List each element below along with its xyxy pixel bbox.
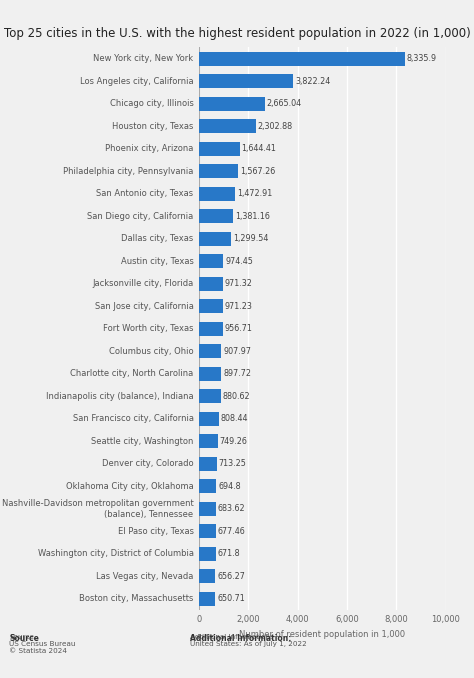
Text: San Francisco city, California: San Francisco city, California [73, 414, 193, 423]
Bar [199, 479, 216, 494]
Bar [199, 592, 215, 606]
Text: Phoenix city, Arizona: Phoenix city, Arizona [105, 144, 193, 153]
Text: San Diego city, California: San Diego city, California [87, 212, 193, 221]
Bar [199, 322, 223, 336]
Text: 677.46: 677.46 [218, 527, 246, 536]
Bar [199, 164, 237, 178]
Text: 974.45: 974.45 [225, 257, 253, 266]
Bar [199, 187, 236, 201]
Text: Philadelphia city, Pennsylvania: Philadelphia city, Pennsylvania [63, 167, 193, 176]
Text: Austin city, Texas: Austin city, Texas [121, 257, 193, 266]
Text: Indianapolis city (balance), Indiana: Indianapolis city (balance), Indiana [46, 392, 193, 401]
Text: Columbus city, Ohio: Columbus city, Ohio [109, 347, 193, 356]
Text: Jacksonville city, Florida: Jacksonville city, Florida [92, 279, 193, 288]
Text: 2,302.88: 2,302.88 [258, 122, 293, 131]
Text: New York city, New York: New York city, New York [93, 54, 193, 63]
Text: 1,299.54: 1,299.54 [233, 235, 268, 243]
Text: 3,822.24: 3,822.24 [295, 77, 330, 85]
Text: Source: Source [9, 634, 39, 643]
Bar [199, 210, 233, 223]
Text: 897.72: 897.72 [223, 370, 251, 378]
Text: 808.44: 808.44 [221, 414, 248, 423]
Text: Oklahoma City city, Oklahoma: Oklahoma City city, Oklahoma [66, 482, 193, 491]
X-axis label: Number of resident population in 1,000: Number of resident population in 1,000 [239, 630, 405, 639]
Text: Boston city, Massachusetts: Boston city, Massachusetts [79, 595, 193, 603]
Text: 2,665.04: 2,665.04 [267, 99, 302, 108]
Text: Source
US Census Bureau
© Statista 2024: Source US Census Bureau © Statista 2024 [9, 634, 76, 654]
Bar [199, 547, 216, 561]
Text: 683.62: 683.62 [218, 504, 246, 513]
Text: Fort Worth city, Texas: Fort Worth city, Texas [103, 324, 193, 334]
Bar [199, 254, 223, 268]
Bar [199, 97, 265, 111]
Text: 907.97: 907.97 [223, 347, 251, 356]
Text: Denver city, Colorado: Denver city, Colorado [102, 460, 193, 468]
Text: Top 25 cities in the U.S. with the highest resident population in 2022 (in 1,000: Top 25 cities in the U.S. with the highe… [4, 27, 470, 40]
Text: Chicago city, Illinois: Chicago city, Illinois [109, 99, 193, 108]
Text: Nashville-Davidson metropolitan government
(balance), Tennessee: Nashville-Davidson metropolitan governme… [2, 499, 193, 519]
Text: 971.23: 971.23 [225, 302, 253, 311]
Bar [199, 119, 256, 133]
Text: 656.27: 656.27 [217, 572, 245, 581]
Text: 1,472.91: 1,472.91 [237, 189, 273, 198]
Text: 713.25: 713.25 [219, 460, 246, 468]
Text: Houston city, Texas: Houston city, Texas [112, 122, 193, 131]
Bar [199, 570, 215, 583]
Text: Seattle city, Washington: Seattle city, Washington [91, 437, 193, 446]
Text: Los Angeles city, California: Los Angeles city, California [80, 77, 193, 85]
Text: Additional Information:
United States: As of July 1, 2022: Additional Information: United States: A… [190, 634, 306, 647]
Text: San Antonio city, Texas: San Antonio city, Texas [96, 189, 193, 198]
Bar [199, 300, 223, 313]
Bar [199, 52, 404, 66]
Text: 971.32: 971.32 [225, 279, 253, 288]
Text: Washington city, District of Columbia: Washington city, District of Columbia [37, 549, 193, 559]
Bar [199, 412, 219, 426]
Bar [199, 367, 221, 381]
Text: Charlotte city, North Carolina: Charlotte city, North Carolina [70, 370, 193, 378]
Bar [199, 435, 218, 448]
Text: 880.62: 880.62 [223, 392, 250, 401]
Bar [199, 389, 221, 403]
Bar [199, 277, 223, 291]
Text: 671.8: 671.8 [218, 549, 240, 559]
Text: 8,335.9: 8,335.9 [407, 54, 437, 63]
Bar [199, 232, 231, 245]
Text: Las Vegas city, Nevada: Las Vegas city, Nevada [96, 572, 193, 581]
Text: 1,381.16: 1,381.16 [235, 212, 270, 221]
Text: El Paso city, Texas: El Paso city, Texas [118, 527, 193, 536]
Bar [199, 75, 293, 88]
Text: 1,644.41: 1,644.41 [242, 144, 276, 153]
Text: 749.26: 749.26 [219, 437, 247, 446]
Text: Dallas city, Texas: Dallas city, Texas [121, 235, 193, 243]
Text: 694.8: 694.8 [218, 482, 241, 491]
Text: 650.71: 650.71 [217, 595, 245, 603]
Text: Additional Information:: Additional Information: [190, 634, 291, 643]
Bar [199, 502, 216, 516]
Bar [199, 142, 240, 156]
Text: 956.71: 956.71 [225, 324, 253, 334]
Bar [199, 457, 217, 471]
Text: San Jose city, California: San Jose city, California [95, 302, 193, 311]
Bar [199, 344, 221, 358]
Text: 1,567.26: 1,567.26 [240, 167, 275, 176]
Bar [199, 525, 216, 538]
